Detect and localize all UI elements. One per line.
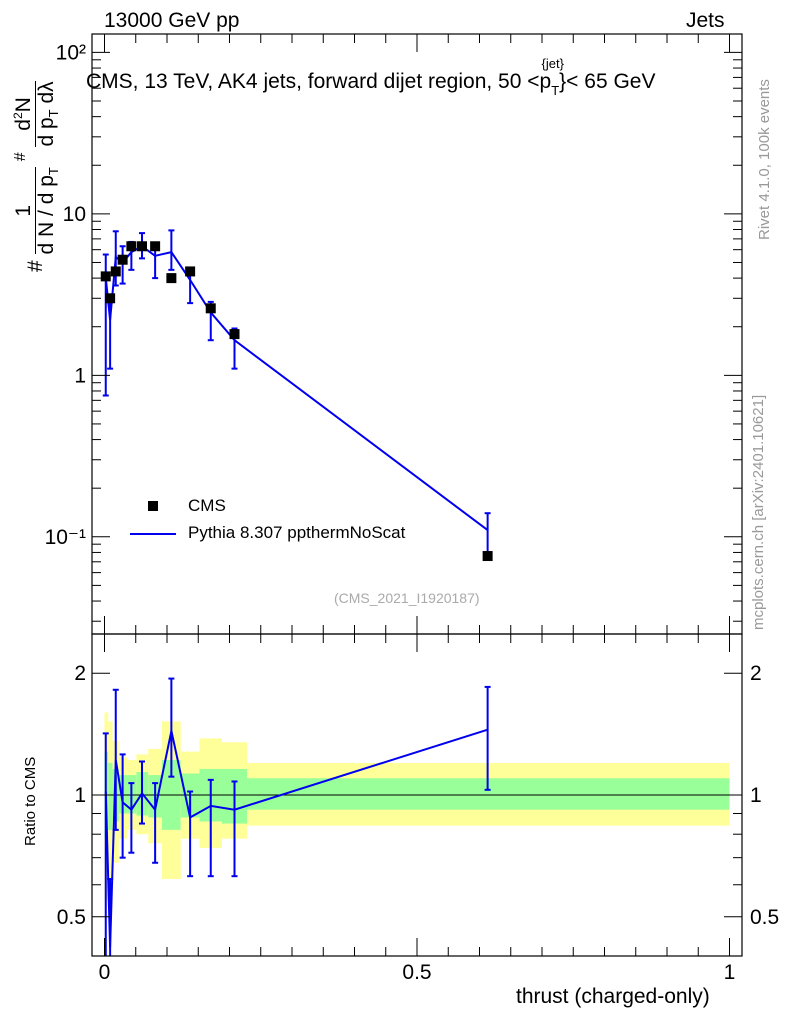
- main-ylabel: # 1 d N / d pT # d2N d pT dλ: [11, 81, 62, 272]
- ylabel-one: 1: [12, 167, 36, 255]
- rivet-label: Rivet 4.1.0, 100k events: [756, 79, 773, 240]
- band-inner-1: [108, 762, 113, 830]
- legend-data-label: CMS: [188, 496, 226, 515]
- ratio-ytick-label-right-0: 0.5: [750, 906, 779, 929]
- data-point-0: [100, 271, 111, 282]
- ratio-ytick-label-left-2: 2: [74, 662, 86, 685]
- main-frame: [91, 33, 743, 635]
- plot-title-sup: {jet}: [541, 56, 564, 71]
- data-point-5: [137, 241, 147, 252]
- plot-title-end: }< 65 GeV: [559, 70, 656, 93]
- ratio-ylabel: Ratio to CMS: [22, 756, 39, 846]
- data-point-6: [150, 241, 161, 252]
- legend-data-marker: [148, 501, 158, 511]
- x-axis-label: thrust (charged-only): [516, 985, 710, 1008]
- legend-mc-label: Pythia 8.307 ppthermNoScat: [188, 523, 406, 542]
- mc-line: [104, 245, 489, 531]
- ylabel-denom-sub: T: [45, 167, 61, 176]
- ratio-ytick-label-right-2: 2: [750, 662, 762, 685]
- ratio-uncertainty-bands: [104, 712, 730, 901]
- ylabel-num-den-sub: T: [46, 109, 62, 118]
- ylabel-hash: #: [23, 260, 47, 272]
- data-point-11: [482, 551, 493, 562]
- data-point-10: [229, 329, 240, 340]
- xtick-label-1: 0.5: [402, 961, 431, 984]
- main-ytick-label-3: 10²: [56, 41, 86, 64]
- ratio-ytick-label-left-1: 1: [74, 784, 86, 807]
- plot-title: CMS, 13 TeV, AK4 jets, forward dijet reg…: [86, 56, 656, 98]
- ylabel-num-den: d p: [35, 117, 59, 147]
- data-point-2: [110, 266, 121, 277]
- header-right: Jets: [686, 9, 725, 32]
- xtick-label-2: 1: [724, 961, 736, 984]
- main-panel-marks: [100, 229, 493, 562]
- data-point-8: [185, 266, 196, 277]
- ratio-ytick-label-left-0: 0.5: [57, 906, 86, 929]
- ratio-ytick-label-right-1: 1: [750, 784, 762, 807]
- xtick-label-0: 0: [99, 961, 111, 984]
- data-point-4: [126, 241, 137, 252]
- axes: 10⁻¹ 1 10 10² 0.5 0.5 1 1 2 2 0 0.5 1: [45, 33, 779, 984]
- data-point-7: [166, 273, 177, 284]
- ylabel-num-sup: 2: [11, 112, 25, 120]
- main-ytick-label-2: 10: [63, 203, 86, 226]
- plot-title-pt: p {jet} T: [539, 56, 564, 98]
- ratio-panel-marks: [92, 677, 742, 956]
- analysis-id: (CMS_2021_I1920187): [334, 590, 480, 606]
- ylabel-hash2: #: [12, 152, 29, 162]
- main-ytick-label-0: 10⁻¹: [45, 526, 86, 549]
- ylabel-num-n: N: [12, 97, 35, 113]
- data-point-3: [117, 254, 128, 265]
- data-point-1: [105, 293, 116, 304]
- plot-title-text: CMS, 13 TeV, AK4 jets, forward dijet reg…: [86, 70, 540, 93]
- ylabel-denom: d N / d p: [34, 175, 58, 255]
- plot-title-sub: T: [551, 83, 560, 98]
- data-point-9: [205, 303, 216, 314]
- legend: [130, 501, 176, 535]
- ylabel-num: d: [12, 119, 35, 131]
- mcplots-label: mcplots.cern.ch [arXiv:2401.10621]: [750, 394, 767, 630]
- main-ytick-label-1: 1: [74, 364, 86, 387]
- header-left: 13000 GeV pp: [104, 9, 240, 32]
- ylabel-lambda: dλ: [35, 81, 59, 104]
